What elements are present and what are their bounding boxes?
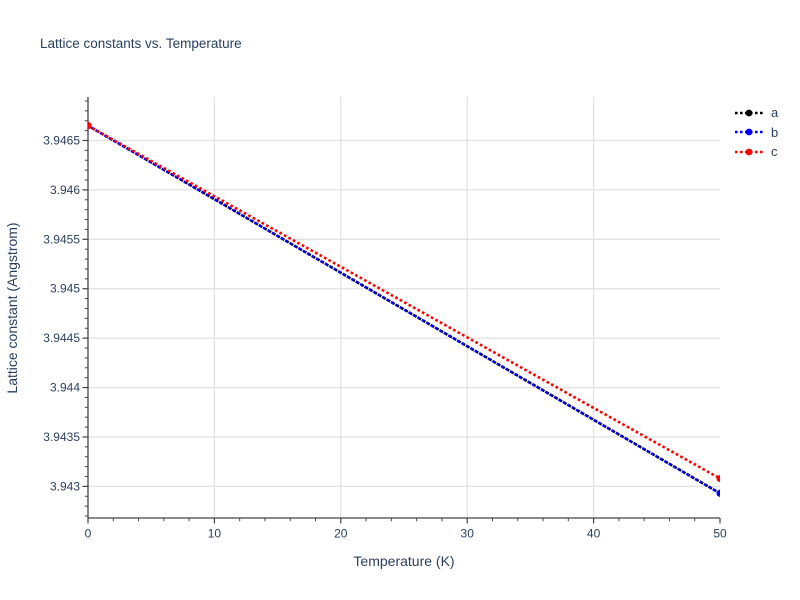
legend-line-sample-b: [735, 128, 763, 136]
y-tick-label: 3.944: [50, 381, 80, 395]
series-line-a: [88, 124, 720, 495]
y-tick-label: 3.945: [50, 282, 80, 296]
legend-item-a[interactable]: a: [734, 103, 778, 123]
x-axis-label: Temperature (K): [353, 553, 455, 569]
series-line-b: [88, 124, 720, 495]
x-tick-label: 50: [713, 527, 727, 541]
legend-item-c[interactable]: c: [734, 142, 778, 162]
y-tick-label: 3.9455: [43, 232, 80, 246]
x-tick-label: 40: [587, 527, 601, 541]
series-marker-c: [716, 474, 720, 482]
legend-label-b: b: [771, 124, 779, 140]
legend-sample-marker: [745, 148, 753, 156]
series-marker-b: [716, 489, 720, 497]
series-c: [88, 122, 720, 482]
chart-title: Lattice constants vs. Temperature: [40, 36, 242, 51]
y-tick-label: 3.946: [50, 183, 80, 197]
x-tick-label: 30: [461, 527, 475, 541]
x-tick-label: 0: [85, 527, 92, 541]
legend-label-a: a: [771, 105, 779, 121]
y-tick-label: 3.9465: [43, 133, 80, 147]
legend-sample-marker: [745, 128, 753, 136]
legend-item-b[interactable]: b: [734, 123, 778, 143]
y-tick-label: 3.9445: [43, 331, 80, 345]
axes: 0 10 20 30 40 50 3.943 3.9435 3.944 3.9445 3.945 3.…: [43, 97, 727, 541]
gridlines: [88, 97, 720, 518]
legend: a b c: [734, 103, 778, 162]
series-marker-c: [88, 122, 92, 130]
y-tick-label: 3.943: [50, 479, 80, 493]
series-group: [88, 122, 720, 497]
y-tick-label: 3.9435: [43, 430, 80, 444]
x-tick-label: 10: [208, 527, 222, 541]
y-axis-label: Lattice constant (Angstrom): [4, 222, 20, 394]
legend-line-sample-a: [735, 109, 763, 117]
legend-sample-marker: [745, 109, 753, 117]
legend-label-c: c: [771, 144, 778, 160]
series-line-c: [88, 124, 720, 480]
legend-line-sample-c: [735, 148, 763, 156]
x-tick-label: 20: [334, 527, 348, 541]
